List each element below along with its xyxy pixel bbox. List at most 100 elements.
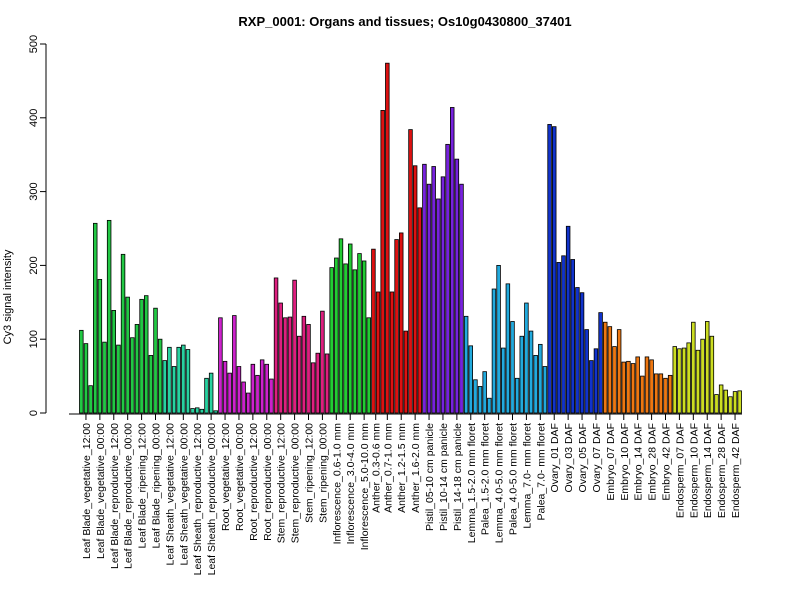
bar [422, 163, 427, 414]
bar [700, 338, 705, 414]
bar [593, 348, 599, 414]
bar [352, 269, 358, 414]
x-tick-label: Stem_ripening_12:00 [304, 423, 316, 523]
bar [310, 362, 316, 414]
chart-title: RXP_0001: Organs and tissues; Os10g04308… [238, 14, 571, 29]
bar [501, 347, 506, 414]
bar [366, 317, 371, 414]
bar [519, 335, 524, 414]
bar [167, 346, 172, 414]
x-tick-label: Inflorescence_0.6-1.0 mm [331, 423, 343, 545]
bar [603, 321, 608, 414]
x-tick-label: Pistil_14-18 cm panicle [452, 423, 464, 531]
bar [338, 238, 344, 414]
x-tick-label: Lemma_1.5-2.0 mm floret [466, 423, 478, 543]
bar [644, 356, 650, 414]
bar [552, 126, 557, 414]
bar [528, 330, 534, 414]
bar [691, 321, 696, 414]
bar [102, 341, 107, 414]
bar [640, 375, 645, 414]
y-tick-label: 0 [28, 410, 40, 416]
bar [677, 348, 682, 414]
bar [148, 355, 154, 414]
x-tick-label: Leaf Blade_vegetative_12:00 [81, 423, 93, 559]
bar [324, 353, 330, 414]
bar [695, 349, 701, 414]
x-tick-label: Anther_0.7-1.0 mm [382, 423, 394, 513]
bar [510, 321, 515, 414]
bar [250, 363, 256, 414]
bar [278, 302, 283, 414]
bar [468, 345, 473, 414]
x-tick-label: Pistil_05-10 cm panicle [424, 423, 436, 531]
bar [598, 312, 603, 414]
x-tick-label: Leaf Blade_reproductive_00:00 [123, 423, 135, 569]
bar [88, 385, 93, 414]
bar [514, 377, 520, 414]
bar [297, 335, 302, 414]
bar [264, 363, 269, 414]
bar [505, 283, 511, 414]
x-tick-label: Anther_1.2-1.5 mm [396, 423, 408, 513]
bar [473, 379, 478, 414]
bar [116, 344, 121, 414]
bar [273, 277, 279, 414]
bar [561, 255, 566, 414]
bar [440, 176, 446, 414]
x-tick-label: Endosperm_07 DAF [674, 423, 686, 518]
x-tick-label: Leaf Sheath_reproductive_12:00 [192, 423, 204, 576]
x-tick-label: Leaf Blade_reproductive_12:00 [109, 423, 121, 569]
bar [144, 295, 149, 414]
bar [565, 225, 571, 414]
bar [542, 366, 548, 414]
x-tick-label: Lemma_7.0- mm floret [521, 423, 533, 529]
bar [385, 62, 390, 414]
bar [658, 373, 664, 414]
bar [732, 391, 738, 414]
x-tick-label: Leaf Sheath_reproductive_00:00 [206, 423, 218, 576]
bar [371, 248, 376, 414]
bar [709, 335, 715, 414]
bar [329, 267, 334, 414]
x-tick-label: Root_vegetative_12:00 [220, 423, 232, 531]
x-tick-label: Palea_4.0-5.0 mm floret [508, 423, 520, 535]
bar [343, 263, 348, 414]
bar [199, 408, 205, 414]
x-tick-label: Leaf Sheath_vegetative_00:00 [178, 423, 190, 566]
x-tick-label: Embryo_10 DAF [619, 423, 631, 501]
x-tick-label: Leaf Blade_vegetative_00:00 [95, 423, 107, 559]
bar [686, 342, 691, 414]
bar [259, 359, 265, 414]
bar [570, 259, 575, 414]
y-axis: 0 100 200 300 400 500 [28, 35, 47, 416]
bar [255, 374, 260, 414]
bar [477, 386, 483, 414]
bar [450, 107, 455, 414]
bar [287, 316, 293, 414]
bar [389, 291, 395, 414]
bar [185, 349, 191, 414]
x-tick-label: Inflorescence_3.0-4.0 mm [345, 423, 357, 545]
bar [412, 165, 418, 414]
x-tick-label: Leaf Blade_ripening_00:00 [151, 423, 163, 549]
bar [547, 124, 552, 414]
bar [463, 315, 469, 414]
bar [667, 374, 673, 414]
bar [714, 394, 719, 414]
bar [283, 317, 288, 414]
x-tick-label: Pistil_10-14 cm panicle [438, 423, 450, 531]
x-tick-label: Inflorescence_5.0-10.0 mm [359, 423, 371, 550]
bar [134, 324, 140, 414]
x-tick-label: Anther_0.3-0.6 mm [371, 423, 383, 513]
bar [649, 359, 654, 414]
x-tick-label: Embryo_42 DAF [661, 423, 673, 501]
bar-series [79, 62, 742, 414]
bar [380, 110, 385, 414]
x-tick-label: Endosperm_42 DAF [730, 423, 742, 518]
bar [556, 262, 562, 414]
bar [139, 298, 144, 414]
bar [130, 337, 135, 414]
